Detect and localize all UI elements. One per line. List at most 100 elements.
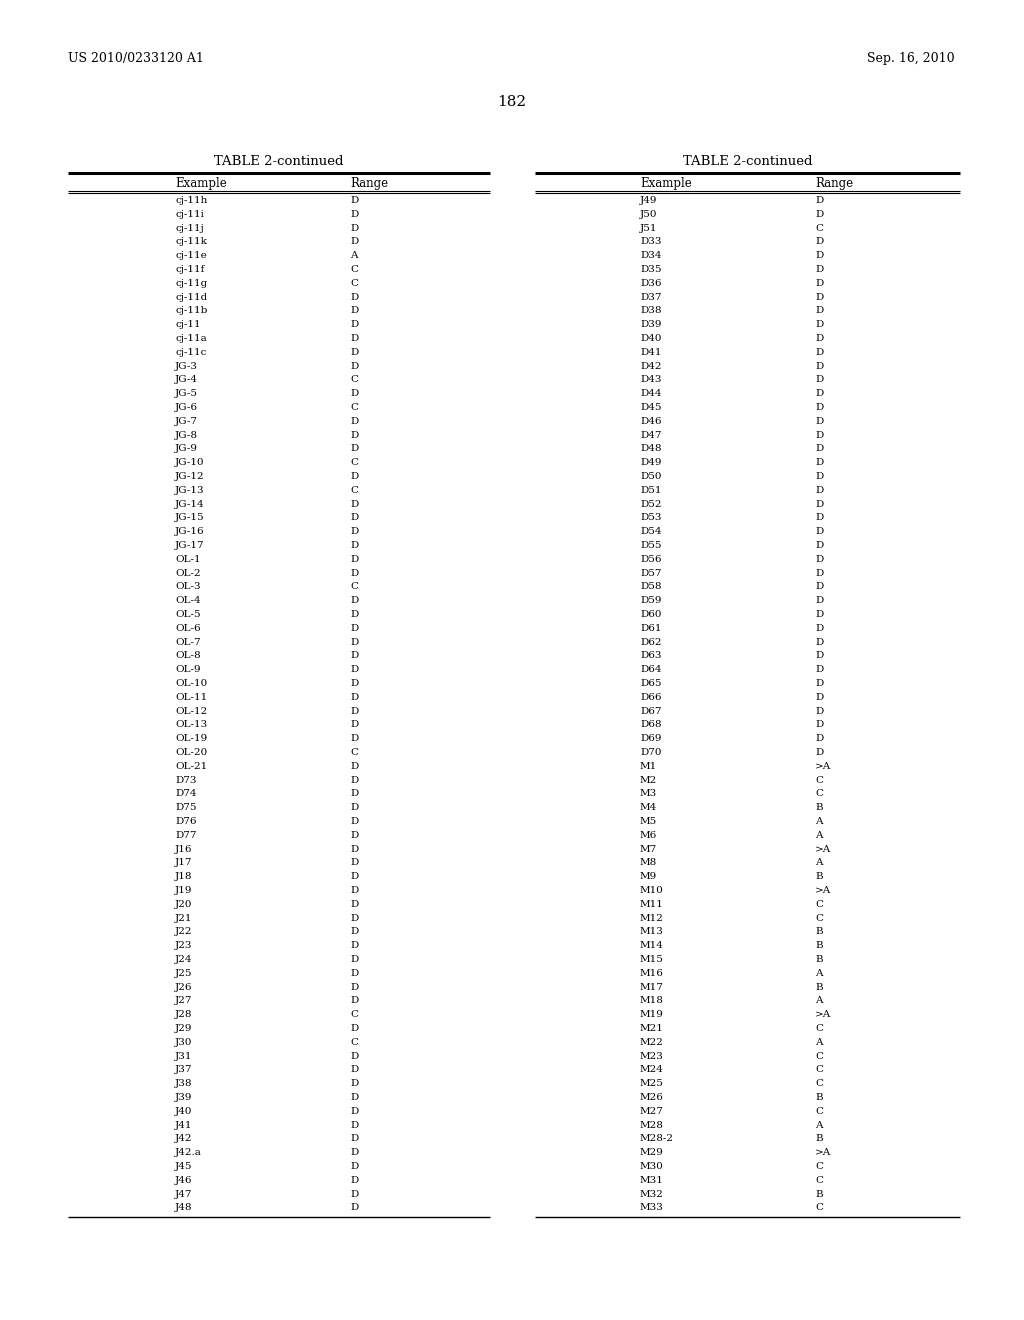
Text: J42: J42: [175, 1134, 193, 1143]
Text: 182: 182: [498, 95, 526, 110]
Text: cj-11h: cj-11h: [175, 195, 208, 205]
Text: D: D: [815, 541, 823, 550]
Text: D: D: [350, 1065, 358, 1074]
Text: M31: M31: [640, 1176, 664, 1185]
Text: D: D: [350, 982, 358, 991]
Text: JG-6: JG-6: [175, 403, 198, 412]
Text: OL-6: OL-6: [175, 624, 201, 632]
Text: D: D: [350, 445, 358, 453]
Text: C: C: [350, 403, 358, 412]
Text: C: C: [350, 279, 358, 288]
Text: D: D: [350, 554, 358, 564]
Text: cj-11j: cj-11j: [175, 223, 204, 232]
Text: J45: J45: [175, 1162, 193, 1171]
Text: M28: M28: [640, 1121, 664, 1130]
Text: D65: D65: [640, 678, 662, 688]
Text: J31: J31: [175, 1052, 193, 1060]
Text: C: C: [815, 1024, 823, 1034]
Text: M14: M14: [640, 941, 664, 950]
Text: OL-8: OL-8: [175, 651, 201, 660]
Text: US 2010/0233120 A1: US 2010/0233120 A1: [68, 51, 204, 65]
Text: D39: D39: [640, 321, 662, 329]
Text: D: D: [350, 969, 358, 978]
Text: D: D: [350, 1204, 358, 1212]
Text: B: B: [815, 803, 822, 812]
Text: D63: D63: [640, 651, 662, 660]
Text: JG-17: JG-17: [175, 541, 205, 550]
Text: D: D: [815, 582, 823, 591]
Text: M18: M18: [640, 997, 664, 1006]
Text: D: D: [815, 430, 823, 440]
Text: D: D: [815, 251, 823, 260]
Text: D: D: [350, 941, 358, 950]
Text: D: D: [815, 265, 823, 275]
Text: D: D: [350, 210, 358, 219]
Text: D: D: [350, 293, 358, 301]
Text: JG-4: JG-4: [175, 375, 198, 384]
Text: D51: D51: [640, 486, 662, 495]
Text: M6: M6: [640, 830, 657, 840]
Text: D: D: [350, 513, 358, 523]
Text: M26: M26: [640, 1093, 664, 1102]
Text: OL-3: OL-3: [175, 582, 201, 591]
Text: cj-11e: cj-11e: [175, 251, 207, 260]
Text: OL-13: OL-13: [175, 721, 207, 730]
Text: A: A: [815, 817, 822, 826]
Text: D: D: [815, 375, 823, 384]
Text: C: C: [815, 900, 823, 908]
Text: D: D: [350, 1121, 358, 1130]
Text: D: D: [350, 678, 358, 688]
Text: cj-11c: cj-11c: [175, 347, 207, 356]
Text: D: D: [815, 293, 823, 301]
Text: D: D: [350, 886, 358, 895]
Text: J24: J24: [175, 954, 193, 964]
Text: C: C: [815, 776, 823, 784]
Text: C: C: [815, 1052, 823, 1060]
Text: OL-1: OL-1: [175, 554, 201, 564]
Text: M13: M13: [640, 928, 664, 936]
Text: D: D: [815, 638, 823, 647]
Text: cj-11: cj-11: [175, 321, 201, 329]
Text: J19: J19: [175, 886, 193, 895]
Text: C: C: [815, 1106, 823, 1115]
Text: D36: D36: [640, 279, 662, 288]
Text: D: D: [815, 334, 823, 343]
Text: Range: Range: [815, 177, 853, 190]
Text: D: D: [815, 279, 823, 288]
Text: D: D: [815, 678, 823, 688]
Text: OL-5: OL-5: [175, 610, 201, 619]
Text: >A: >A: [815, 1148, 831, 1158]
Text: D: D: [815, 403, 823, 412]
Text: C: C: [350, 486, 358, 495]
Text: D: D: [350, 321, 358, 329]
Text: D41: D41: [640, 347, 662, 356]
Text: D: D: [350, 223, 358, 232]
Text: B: B: [815, 941, 822, 950]
Text: D: D: [350, 417, 358, 426]
Text: J25: J25: [175, 969, 193, 978]
Text: D54: D54: [640, 527, 662, 536]
Text: D61: D61: [640, 624, 662, 632]
Text: D44: D44: [640, 389, 662, 399]
Text: Example: Example: [640, 177, 692, 190]
Text: C: C: [815, 1204, 823, 1212]
Text: D64: D64: [640, 665, 662, 675]
Text: OL-4: OL-4: [175, 597, 201, 605]
Text: J20: J20: [175, 900, 193, 908]
Text: D: D: [350, 1134, 358, 1143]
Text: M25: M25: [640, 1080, 664, 1088]
Text: D: D: [350, 195, 358, 205]
Text: A: A: [815, 1038, 822, 1047]
Text: JG-5: JG-5: [175, 389, 198, 399]
Text: D: D: [815, 417, 823, 426]
Text: J41: J41: [175, 1121, 193, 1130]
Text: J37: J37: [175, 1065, 193, 1074]
Text: D: D: [350, 789, 358, 799]
Text: Example: Example: [175, 177, 226, 190]
Text: D: D: [350, 430, 358, 440]
Text: D: D: [350, 238, 358, 247]
Text: M4: M4: [640, 803, 657, 812]
Text: D: D: [815, 389, 823, 399]
Text: J28: J28: [175, 1010, 193, 1019]
Text: C: C: [350, 265, 358, 275]
